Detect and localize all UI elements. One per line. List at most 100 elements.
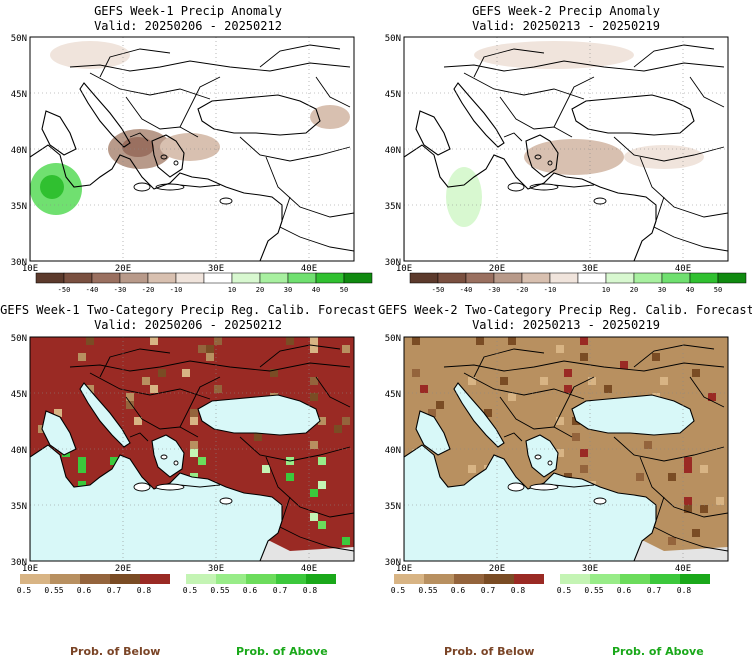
prob-cell (556, 449, 564, 457)
country-border (463, 372, 585, 400)
colorbar-label: 0.55 (418, 586, 437, 595)
country-border (239, 136, 351, 162)
prob-cell (318, 481, 326, 489)
panel-title: GEFS Week-2 Two-Category Precip Reg. Cal… (378, 303, 752, 317)
prob-cell (700, 433, 708, 441)
prob-cell (684, 465, 692, 473)
prob-cell (334, 425, 342, 433)
lon-label: 40E (301, 564, 317, 574)
prob-cell (286, 337, 294, 345)
colorbar-swatch (680, 574, 710, 584)
prob-cell (342, 345, 350, 353)
prob-cell (412, 369, 420, 377)
prob-cell (708, 393, 716, 401)
lat-label: 35N (385, 202, 401, 212)
colorbar-label: 10 (602, 286, 610, 294)
island-outline (534, 154, 542, 160)
country-border (179, 376, 221, 428)
lon-label: 10E (22, 564, 38, 574)
country-border (89, 372, 211, 400)
prob-cell (310, 489, 318, 497)
country-border (265, 156, 354, 218)
prob-cell (708, 377, 716, 385)
prob-cell (78, 481, 86, 489)
country-border (503, 432, 523, 442)
island-outline (155, 483, 185, 491)
country-border (125, 96, 199, 138)
anomaly-dry-blob (624, 145, 704, 169)
country-border (653, 196, 728, 252)
prob-cell (556, 345, 564, 353)
colorbar-label: 0.5 (557, 586, 572, 595)
prob-cell (150, 337, 158, 345)
prob-cell (198, 345, 206, 353)
colorbar-swatch (343, 272, 373, 284)
prob-cell (580, 425, 588, 433)
colorbar-swatch (91, 272, 121, 284)
country-border (259, 344, 341, 368)
prob-cell (508, 393, 516, 401)
coastline (151, 434, 185, 478)
prob-cell (142, 377, 150, 385)
lon-label: 30E (208, 564, 224, 574)
colorbar-label: 40 (312, 286, 320, 294)
prob-cell (644, 441, 652, 449)
colorbar-label: 0.6 (451, 586, 466, 595)
colorbar-label: -50 (58, 286, 71, 294)
country-border (633, 344, 715, 368)
prob-cell (86, 433, 94, 441)
country-border (443, 60, 725, 72)
colorbar-label: 50 (340, 286, 348, 294)
prob-cell (420, 385, 428, 393)
country-border (473, 348, 545, 378)
lon-label: 40E (675, 564, 691, 574)
prob-cell (78, 457, 86, 465)
island-outline (547, 160, 553, 166)
country-border (279, 196, 354, 252)
colorbar-swatch (454, 574, 484, 584)
panel-title: GEFS Week-1 Two-Category Precip Reg. Cal… (0, 303, 376, 317)
colorbar-swatch (590, 574, 620, 584)
coastline (41, 110, 77, 156)
colorbar-label: -10 (544, 286, 557, 294)
colorbar-swatch (689, 272, 719, 284)
coastline (404, 444, 657, 561)
lat-label: 50N (385, 334, 401, 344)
prob-cell (318, 369, 326, 377)
colorbar-label: 0.7 (273, 586, 288, 595)
lat-label: 50N (385, 34, 401, 44)
lon-label: 20E (115, 264, 131, 274)
prob-cell (508, 337, 516, 345)
country-border (553, 376, 595, 428)
lon-label: 30E (582, 564, 598, 574)
lat-label: 35N (11, 202, 27, 212)
prob-cell (270, 369, 278, 377)
coastline (453, 382, 505, 448)
colorbar-swatch (661, 272, 691, 284)
island-outline (219, 497, 233, 505)
prob-cell (668, 537, 676, 545)
prob-cell (652, 521, 660, 529)
colorbar-label: 10 (228, 286, 236, 294)
colorbar-label: 0.55 (210, 586, 229, 595)
panel-week2-probability: GEFS Week-2 Two-Category Precip Reg. Cal… (378, 303, 752, 595)
colorbar-label: -30 (488, 286, 501, 294)
map-week1-probability (29, 336, 355, 562)
colorbar-label: 0.6 (243, 586, 258, 595)
map-frame (29, 36, 355, 262)
colorbar-label: -10 (170, 286, 183, 294)
lon-label: 10E (22, 264, 38, 274)
country-border (499, 96, 573, 138)
prob-cell (190, 441, 198, 449)
prob-cell (484, 409, 492, 417)
prob-cell (692, 529, 700, 537)
prob-cell (700, 505, 708, 513)
colorbar-swatch (620, 574, 650, 584)
lat-label: 45N (11, 90, 27, 100)
coastline (79, 82, 131, 148)
map-week2-probability (403, 336, 729, 562)
lat-label: 40N (11, 446, 27, 456)
colorbar-label: 0.6 (617, 586, 632, 595)
